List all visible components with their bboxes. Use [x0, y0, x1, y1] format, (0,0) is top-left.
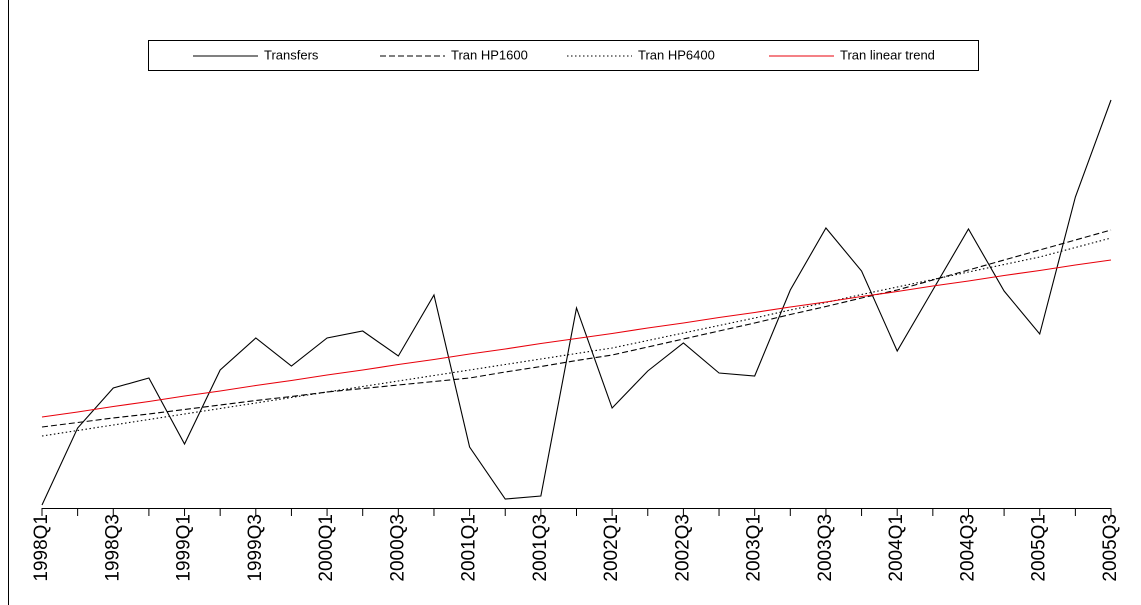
x-tick-label: 2000Q1: [316, 514, 337, 582]
x-tick-label: 2004Q1: [886, 514, 907, 582]
x-tick-label: 2000Q3: [387, 514, 408, 582]
x-tick-label: 2002Q3: [672, 514, 693, 582]
series-line: [41, 237, 1112, 437]
x-tick-label: 2005Q3: [1100, 514, 1121, 582]
legend-label: Transfers: [264, 47, 319, 62]
legend-box: [148, 40, 979, 71]
x-tick-label: 2001Q1: [459, 514, 480, 582]
series-line: [41, 259, 1112, 418]
series-line: [41, 99, 1112, 506]
x-tick-label: 1999Q1: [174, 514, 195, 582]
x-tick-label: 2003Q3: [815, 514, 836, 582]
x-tick-label: 1999Q3: [245, 514, 266, 582]
x-tick-label: 2001Q3: [530, 514, 551, 582]
legend-label: Tran linear trend: [840, 47, 935, 62]
legend-label: Tran HP1600: [451, 47, 528, 62]
x-tick-label: 2005Q1: [1029, 514, 1050, 582]
x-tick-label: 1998Q3: [102, 514, 123, 582]
x-tick-label: 2002Q1: [601, 514, 622, 582]
legend-label: Tran HP6400: [638, 47, 715, 62]
x-tick-label: 1998Q1: [31, 514, 52, 582]
x-tick-label: 2003Q1: [744, 514, 765, 582]
x-tick-label: 2004Q3: [957, 514, 978, 582]
